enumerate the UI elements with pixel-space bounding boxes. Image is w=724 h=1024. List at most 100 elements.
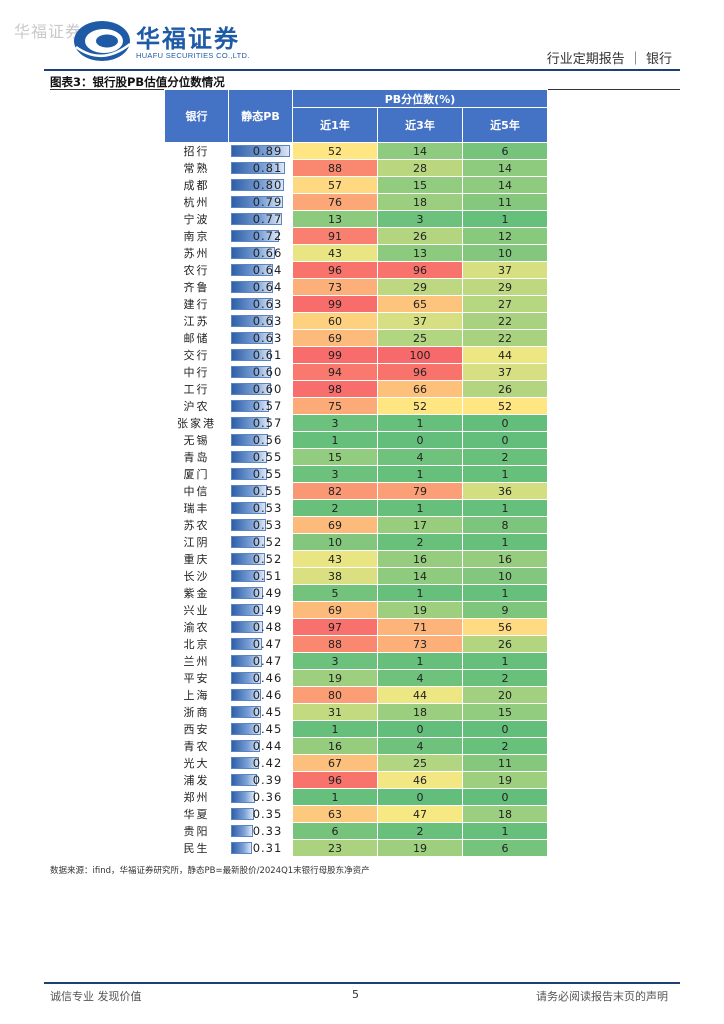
percentile-y5: 37 (462, 261, 548, 279)
percentile-y3: 14 (377, 142, 463, 160)
static-pb-value: 0.46 (252, 688, 283, 702)
percentile-y3: 0 (377, 431, 463, 449)
static-pb-cell: 0.79 (228, 193, 293, 211)
bank-name: 沪农 (164, 397, 229, 415)
percentile-y3: 29 (377, 278, 463, 296)
pb-data-bar (231, 264, 273, 276)
bank-name: 平安 (164, 669, 229, 687)
pb-data-bar (231, 349, 271, 361)
pb-data-bar (231, 808, 254, 820)
static-pb-cell: 0.61 (228, 346, 293, 364)
static-pb-value: 0.49 (252, 603, 283, 617)
table-row: 重庆 0.52 43 16 16 (164, 550, 548, 568)
table-row: 厦门 0.55 3 1 1 (164, 465, 548, 483)
percentile-y3: 0 (377, 720, 463, 738)
pb-data-bar (231, 179, 284, 191)
static-pb-value: 0.81 (252, 161, 283, 175)
header-percentile-group: PB分位数(%) (292, 89, 548, 108)
percentile-y5: 26 (462, 635, 548, 653)
pb-data-bar (231, 366, 271, 378)
bank-name: 紫金 (164, 584, 229, 602)
static-pb-cell: 0.56 (228, 431, 293, 449)
percentile-y5: 1 (462, 584, 548, 602)
pb-data-bar (231, 570, 265, 582)
percentile-y1: 99 (292, 295, 378, 313)
header-static-pb: 静态PB (228, 89, 293, 143)
table-row: 郑州 0.36 1 0 0 (164, 788, 548, 806)
bank-name: 厦门 (164, 465, 229, 483)
static-pb-value: 0.42 (252, 756, 283, 770)
percentile-y3: 3 (377, 210, 463, 228)
percentile-y1: 1 (292, 720, 378, 738)
page-number: 5 (352, 988, 359, 1001)
header-watermark: 华福证券 (14, 22, 83, 41)
percentile-y3: 37 (377, 312, 463, 330)
static-pb-cell: 0.57 (228, 414, 293, 432)
static-pb-value: 0.48 (252, 620, 283, 634)
percentile-y3: 4 (377, 448, 463, 466)
table-row: 张家港 0.57 3 1 0 (164, 414, 548, 432)
static-pb-cell: 0.53 (228, 499, 293, 517)
percentile-y3: 1 (377, 499, 463, 517)
table-row: 渝农 0.48 97 71 56 (164, 618, 548, 636)
static-pb-value: 0.63 (252, 297, 283, 311)
static-pb-cell: 0.33 (228, 822, 293, 840)
bank-name: 苏州 (164, 244, 229, 262)
percentile-y1: 1 (292, 788, 378, 806)
static-pb-cell: 0.46 (228, 686, 293, 704)
percentile-y5: 1 (462, 533, 548, 551)
bank-name: 张家港 (164, 414, 229, 432)
bank-name: 渝农 (164, 618, 229, 636)
percentile-y1: 69 (292, 601, 378, 619)
table-row: 青农 0.44 16 4 2 (164, 737, 548, 755)
static-pb-value: 0.52 (252, 552, 283, 566)
percentile-y3: 25 (377, 329, 463, 347)
percentile-y5: 8 (462, 516, 548, 534)
pb-data-bar (231, 723, 261, 735)
percentile-y1: 2 (292, 499, 378, 517)
percentile-y1: 97 (292, 618, 378, 636)
percentile-y5: 14 (462, 159, 548, 177)
pb-data-bar (231, 672, 261, 684)
bank-name: 兴业 (164, 601, 229, 619)
table-row: 宁波 0.77 13 3 1 (164, 210, 548, 228)
footer-divider (44, 982, 680, 984)
table-row: 江阴 0.52 10 2 1 (164, 533, 548, 551)
static-pb-value: 0.64 (252, 280, 283, 294)
percentile-y3: 52 (377, 397, 463, 415)
percentile-y5: 6 (462, 142, 548, 160)
bank-name: 成都 (164, 176, 229, 194)
static-pb-value: 0.89 (252, 144, 283, 158)
table-row: 苏州 0.66 43 13 10 (164, 244, 548, 262)
bank-name: 中信 (164, 482, 229, 500)
percentile-y5: 14 (462, 176, 548, 194)
percentile-y1: 10 (292, 533, 378, 551)
static-pb-value: 0.45 (252, 705, 283, 719)
static-pb-value: 0.47 (252, 654, 283, 668)
static-pb-cell: 0.55 (228, 465, 293, 483)
static-pb-cell: 0.57 (228, 397, 293, 415)
pb-data-bar (231, 230, 279, 242)
static-pb-value: 0.60 (252, 365, 283, 379)
table-row: 兴业 0.49 69 19 9 (164, 601, 548, 619)
percentile-y1: 73 (292, 278, 378, 296)
bank-name: 苏农 (164, 516, 229, 534)
bank-name: 江苏 (164, 312, 229, 330)
table-row: 贵阳 0.33 6 2 1 (164, 822, 548, 840)
percentile-y3: 4 (377, 737, 463, 755)
static-pb-cell: 0.35 (228, 805, 293, 823)
table-row: 平安 0.46 19 4 2 (164, 669, 548, 687)
static-pb-cell: 0.44 (228, 737, 293, 755)
bank-name: 无锡 (164, 431, 229, 449)
percentile-y1: 75 (292, 397, 378, 415)
percentile-y1: 6 (292, 822, 378, 840)
pb-data-bar (231, 196, 283, 208)
static-pb-value: 0.33 (252, 824, 283, 838)
bank-name: 民生 (164, 839, 229, 857)
bank-name: 中行 (164, 363, 229, 381)
table-row: 中信 0.55 82 79 36 (164, 482, 548, 500)
percentile-y3: 100 (377, 346, 463, 364)
table-row: 中行 0.60 94 96 37 (164, 363, 548, 381)
percentile-y3: 17 (377, 516, 463, 534)
static-pb-cell: 0.31 (228, 839, 293, 857)
